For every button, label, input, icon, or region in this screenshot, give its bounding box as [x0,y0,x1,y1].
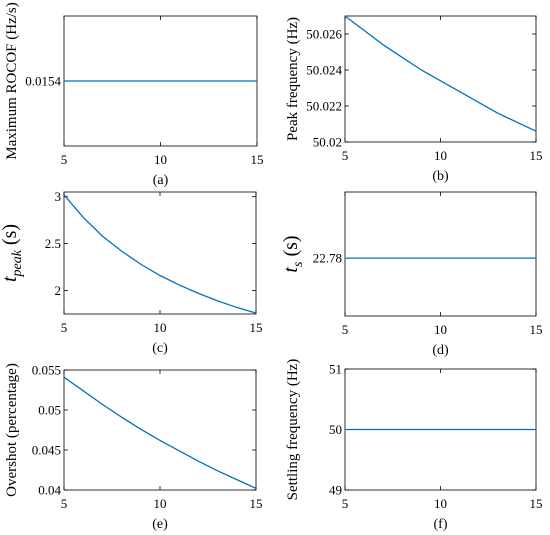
panel-f-ytick-label: 51 [329,362,342,377]
panel-c-ytick-label: 3 [55,189,62,204]
panel-c-xtick-label: 10 [154,320,167,335]
panel-e-ylabel: Overshot (percentage) [4,363,20,497]
panel-e-ytick-label: 0.045 [32,443,61,458]
panel-d-axes-box [344,191,537,317]
panel-a-xtick-label: 15 [251,152,264,167]
panel-f-ytick-label: 49 [329,483,342,498]
panel-a-xtick-label: 5 [61,152,68,167]
panel-b-ytick-label: 50.02 [313,135,342,150]
panel-a-ylabel: Maximum ROCOF (Hz/s) [4,2,20,160]
panel-c: 5 10 15 2 2.5 3 tpeak (s) (c) [0,189,263,356]
panel-d-ylabel-subscript: s [291,261,306,267]
panel-e-caption: (e) [152,517,168,532]
panel-c-ylabel-symbol: t [0,276,21,282]
panel-a-ytick-label: 0.0154 [25,74,61,89]
panel-f-ytick-label: 50 [329,422,342,437]
panel-d-ylabel-unit: (s) [280,235,302,261]
panel-e-ytick-label: 0.055 [32,363,61,378]
panel-d-ylabel-symbol: t [280,267,302,273]
panel-e-series-line [63,376,257,489]
panel-f-caption: (f) [434,517,448,532]
panel-e-ytick-label: 0.04 [38,483,61,498]
panel-d-xtick-label: 15 [530,322,543,337]
panel-d-xtick-label: 10 [434,322,447,337]
panel-b-axes-box [344,15,537,143]
panel-f-xtick-label: 5 [342,496,349,511]
panel-f: 5 10 15 49 50 51 Settling frequency (Hz) (f) [285,359,543,532]
panel-c-series-line [63,194,257,314]
panel-b-series-line [344,15,537,132]
panel-c-caption: (c) [152,341,168,356]
panel-d-ylabel: ts (s) [280,235,306,272]
panel-d: 5 10 15 22.78 ts (s) (d) [280,191,543,358]
panel-d-ytick-label: 22.78 [313,251,342,266]
panel-a-xtick-label: 10 [154,152,167,167]
panel-c-xtick-label: 5 [61,320,68,335]
panel-b-ytick-label: 50.024 [306,63,342,78]
panel-b-ytick-label: 50.022 [306,99,342,114]
panel-e-xtick-label: 5 [61,496,68,511]
panel-c-xtick-label: 15 [250,320,263,335]
panel-c-axes-box [63,191,257,315]
panel-b-ytick-label: 50.026 [306,27,342,42]
panel-f-xtick-label: 10 [434,496,447,511]
panel-e-ytick-label: 0.05 [38,403,61,418]
panel-b-xtick-label: 5 [342,148,349,163]
panel-a: 5 10 15 0.0154 Maximum ROCOF (Hz/s) (a) [4,2,264,188]
panel-c-ylabel-unit: (s) [0,224,21,250]
panel-b-caption: (b) [432,169,449,184]
panel-b-xtick-label: 10 [434,148,447,163]
panel-c-ylabel-subscript: peak [10,249,25,277]
panel-b: 5 10 15 50.02 50.022 50.024 50.026 Peak frequen… [285,15,543,184]
panel-b-ylabel: Peak frequency (Hz) [285,17,301,141]
panel-a-caption: (a) [153,173,169,188]
panel-d-xtick-label: 5 [342,322,349,337]
panel-c-ylabel: tpeak (s) [0,224,25,282]
panel-c-ytick-label: 2 [55,283,62,298]
panel-e-xtick-label: 10 [154,496,167,511]
panel-e-xtick-label: 15 [250,496,263,511]
panel-c-ytick-label: 2.5 [45,236,61,251]
panel-f-xtick-label: 15 [530,496,543,511]
panel-d-caption: (d) [432,343,449,358]
panel-b-xtick-label: 15 [530,148,543,163]
panel-e: 5 10 15 0.04 0.045 0.05 0.055 Overshot (percent… [4,363,263,533]
panel-f-ylabel: Settling frequency (Hz) [285,359,301,501]
panel-e-axes-box [63,369,257,491]
